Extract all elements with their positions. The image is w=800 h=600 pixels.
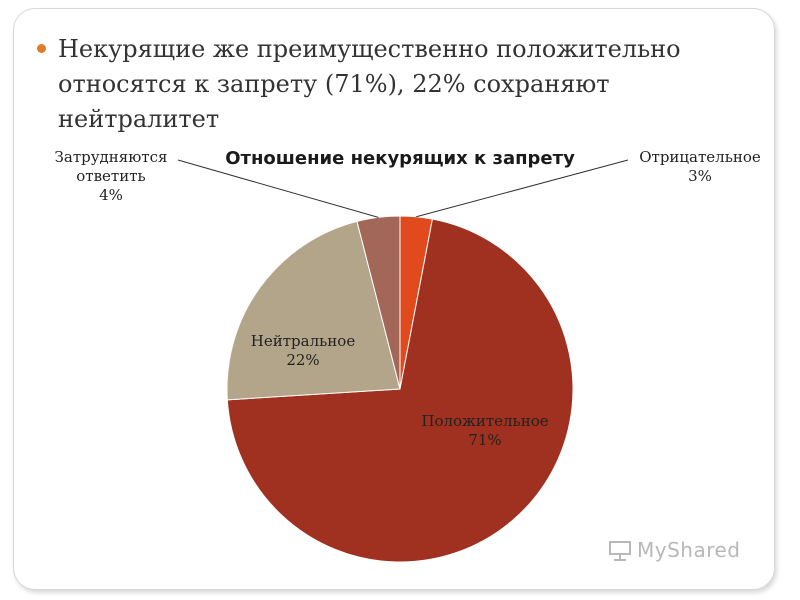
label-positive-name: Положительное [421, 412, 549, 430]
bullet-marker [37, 44, 46, 53]
leader-line-3 [177, 159, 379, 218]
label-hard-name-1: Затрудняются [54, 148, 168, 166]
watermark-label: MyShared [637, 538, 741, 562]
label-neutral-value: 22% [286, 351, 320, 369]
leader-line-0 [416, 159, 629, 218]
pie-slice-3 [356, 215, 401, 390]
watermark-text: MyShared [607, 538, 741, 562]
label-positive: Положительное 71% [405, 412, 565, 450]
label-hard-value: 4% [99, 186, 123, 204]
pie-slice-2 [226, 220, 401, 401]
label-positive-value: 71% [468, 431, 502, 449]
label-negative: Отрицательное 3% [620, 148, 780, 186]
label-negative-value: 3% [688, 167, 712, 185]
label-neutral: Нейтральное 22% [233, 332, 373, 370]
label-hard-name-2: ответить [76, 167, 146, 185]
label-neutral-name: Нейтральное [250, 332, 356, 350]
slide-bullet-text: Некурящие же преимущественно положительн… [58, 35, 681, 133]
label-negative-name: Отрицательное [639, 148, 761, 166]
label-hard: Затрудняются ответить 4% [36, 148, 186, 205]
chart-title: Отношение некурящих к запрету [225, 148, 575, 169]
presentation-board-icon [609, 541, 631, 561]
pie-slice-1 [226, 218, 574, 563]
